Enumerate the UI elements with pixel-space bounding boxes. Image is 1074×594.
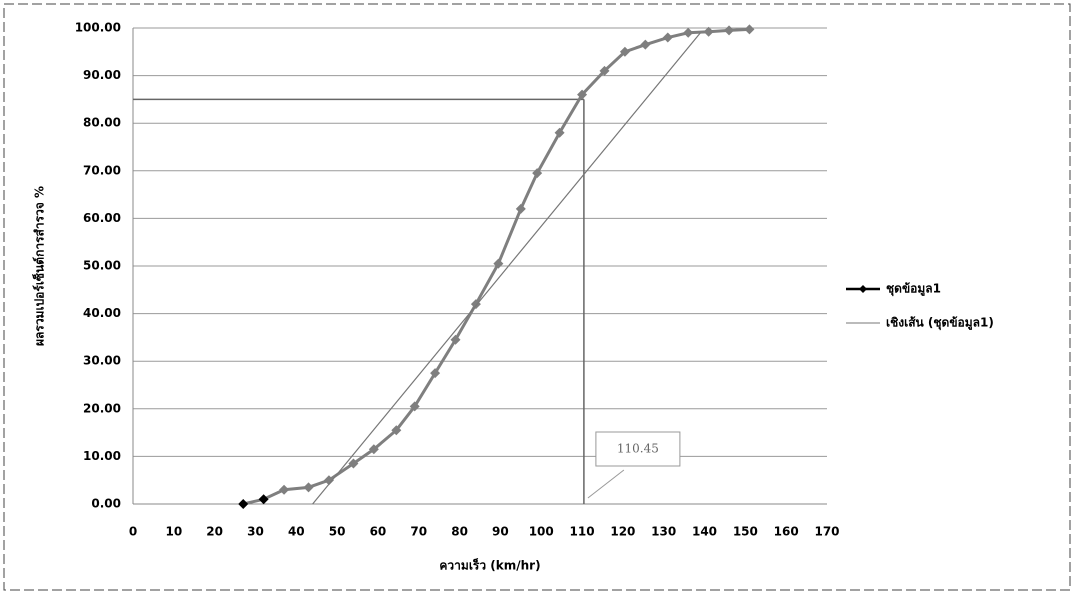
data-point — [703, 26, 714, 37]
y-tick-label: 60.00 — [83, 211, 121, 225]
x-tick-label: 120 — [610, 525, 635, 539]
x-tick-label: 140 — [692, 525, 717, 539]
y-tick-label: 100.00 — [75, 21, 121, 35]
trend-line — [312, 32, 701, 505]
data-point — [303, 482, 314, 493]
x-tick-label: 30 — [247, 525, 264, 539]
y-tick-label: 90.00 — [83, 68, 121, 82]
y-tick-label: 10.00 — [83, 449, 121, 463]
data-point — [619, 46, 630, 57]
y-tick-label: 50.00 — [83, 259, 121, 273]
y-tick-label: 80.00 — [83, 116, 121, 130]
data-point — [599, 65, 610, 76]
annotation: 110.45 — [617, 442, 659, 456]
x-tick-label: 150 — [733, 525, 758, 539]
data-point — [323, 475, 334, 486]
data-point — [391, 425, 402, 436]
y-axis-label: ผลรวมเปอร์เซ็นต์การสำรวจ % — [32, 186, 47, 346]
data-point — [577, 89, 588, 100]
data-point — [430, 368, 441, 379]
x-tick-label: 160 — [774, 525, 799, 539]
data-point — [532, 168, 543, 179]
data-point — [744, 24, 755, 35]
data-point — [409, 401, 420, 412]
data-point — [470, 299, 481, 310]
chart-border — [3, 3, 1071, 591]
y-tick-label: 30.00 — [83, 354, 121, 368]
data-point — [238, 499, 249, 509]
data-point — [662, 32, 673, 43]
x-tick-label: 170 — [814, 525, 839, 539]
x-tick-label: 100 — [529, 525, 554, 539]
data-point — [640, 39, 651, 50]
legend-label: เชิงเส้น (ชุดข้อมูล1) — [886, 316, 994, 331]
data-point — [493, 258, 504, 269]
x-tick-label: 40 — [288, 525, 305, 539]
x-tick-label: 60 — [370, 525, 387, 539]
y-tick-label: 0.00 — [91, 497, 121, 511]
x-axis-label: ความเร็ว (km/hr) — [439, 558, 540, 573]
x-tick-label: 20 — [206, 525, 223, 539]
x-tick-label: 90 — [492, 525, 509, 539]
x-tick-label: 130 — [651, 525, 676, 539]
data-point — [450, 334, 461, 345]
x-tick-label: 80 — [451, 525, 468, 539]
annotation-leader — [587, 469, 625, 499]
x-tick-label: 0 — [129, 525, 137, 539]
x-tick-label: 10 — [165, 525, 182, 539]
y-tick-label: 20.00 — [83, 401, 121, 415]
x-tick-label: 50 — [329, 525, 346, 539]
legend-label: ชุดข้อมูล1 — [886, 282, 941, 297]
data-point — [368, 444, 379, 455]
data-point — [348, 458, 359, 469]
x-tick-label: 70 — [410, 525, 427, 539]
data-point — [515, 203, 526, 214]
x-tick-label: 110 — [570, 525, 595, 539]
data-point — [279, 484, 290, 495]
data-point — [724, 25, 735, 36]
y-tick-label: 70.00 — [83, 163, 121, 177]
y-tick-label: 40.00 — [83, 306, 121, 320]
annotation-box — [595, 431, 681, 467]
legend-marker — [859, 285, 867, 293]
data-point — [258, 494, 269, 505]
data-point — [554, 127, 565, 138]
data-point — [683, 27, 694, 38]
